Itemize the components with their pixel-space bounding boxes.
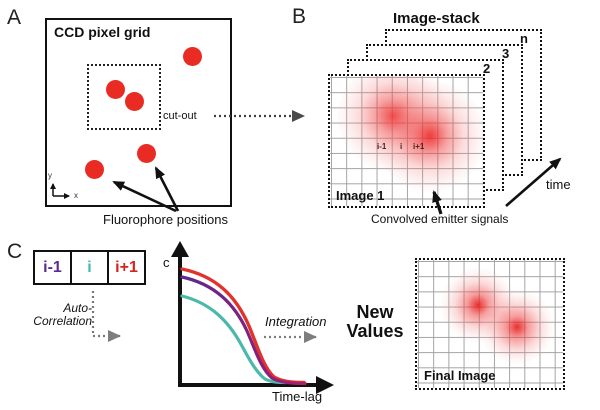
- fluorophore-dot: [183, 47, 202, 66]
- final-image-frame: Final Image: [415, 258, 565, 390]
- final-image-label: Final Image: [424, 368, 496, 383]
- image-stack-title: Image-stack: [393, 10, 480, 27]
- time-lag-axis-label: Time-lag: [272, 389, 323, 404]
- axis-x-label: x: [74, 191, 78, 200]
- ccd-pixel-grid-title: CCD pixel grid: [54, 24, 151, 40]
- time-label: time: [546, 177, 571, 192]
- auto-correlation-arrow: [91, 291, 121, 342]
- integration-label: Integration: [265, 314, 327, 329]
- cell-i-plus-1: i+1: [107, 252, 144, 283]
- pixel-label-i-plus-1: i+1: [413, 142, 425, 151]
- panel-b-letter: B: [292, 5, 307, 28]
- image1-label: Image 1: [336, 188, 385, 203]
- fluorophore-dot: [106, 80, 125, 99]
- stack-frame-n-label: n: [520, 31, 528, 46]
- pixel-label-i-minus-1: i-1: [377, 142, 387, 151]
- stack-frame-3-label: 3: [502, 46, 510, 61]
- cutout-dashed-box: [87, 64, 161, 130]
- panel-a-letter: A: [7, 6, 22, 29]
- correlation-axis-label: c: [163, 255, 170, 270]
- new-values-line2: Values: [346, 321, 404, 341]
- cutout-label: cut-out: [163, 110, 197, 122]
- convolved-emitter-signals-label: Convolved emitter signals: [371, 212, 509, 226]
- fluorophore-dot: [85, 160, 104, 179]
- curve-i-minus-1: [180, 275, 307, 386]
- curve-i: [180, 294, 288, 385]
- new-values-label: New Values: [331, 303, 419, 341]
- pixel-label-i: i: [400, 142, 403, 151]
- axis-y-label: y: [48, 171, 52, 180]
- new-values-line1: New: [356, 302, 394, 322]
- fluorophore-dot: [125, 92, 144, 111]
- stack-frame-2-label: 2: [483, 61, 491, 76]
- auto-correlation-label: Auto- Correlation: [16, 302, 92, 328]
- cell-i: i: [70, 252, 107, 283]
- resolved-emitter-blob: [479, 289, 555, 365]
- ccd-pixel-grid-box: [45, 18, 232, 207]
- stack-frame-image1: [328, 74, 485, 208]
- auto-correlation-line2: Correlation: [33, 314, 92, 328]
- fluorophore-positions-label: Fluorophore positions: [103, 212, 229, 227]
- fluorophore-dot: [137, 144, 156, 163]
- emitter-blob: [374, 80, 483, 192]
- auto-correlation-line1: Auto-: [63, 301, 92, 315]
- cell-i-minus-1: i-1: [43, 259, 62, 276]
- pixel-cells-row: i-1 i i+1: [33, 250, 146, 285]
- plot-y-axis-arrowhead: [171, 241, 189, 257]
- panel-c-letter: C: [7, 240, 23, 263]
